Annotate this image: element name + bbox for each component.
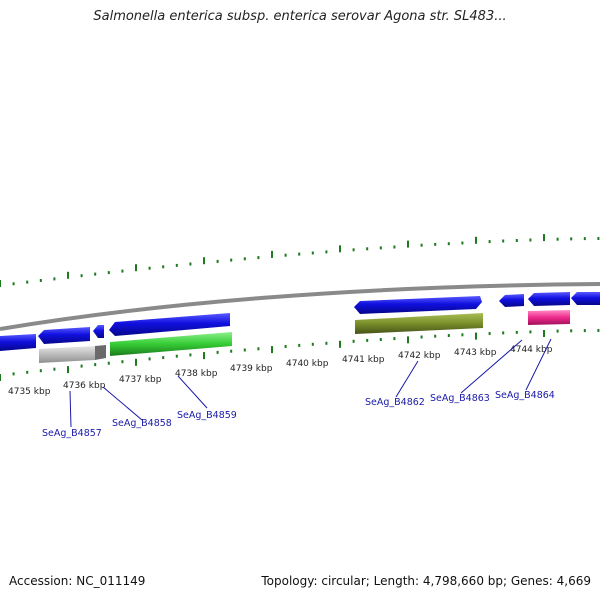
gene-label-SeAg_B4864[interactable]: SeAg_B4864	[495, 390, 555, 401]
cds-arrow[interactable]	[354, 296, 482, 314]
kbp-label: 4739 kbp	[230, 364, 273, 374]
cds-arrow[interactable]	[499, 294, 524, 307]
gene-label-SeAg_B4857[interactable]: SeAg_B4857	[42, 428, 102, 439]
leader-line	[460, 339, 523, 394]
gene-label-SeAg_B4863[interactable]: SeAg_B4863	[430, 393, 490, 404]
kbp-label: 4741 kbp	[342, 355, 385, 365]
gene-label-SeAg_B4858[interactable]: SeAg_B4858	[112, 418, 172, 429]
cds-arrow[interactable]	[38, 327, 90, 344]
gene-label-leaders	[69, 338, 552, 428]
gene-label-SeAg_B4862[interactable]: SeAg_B4862	[365, 397, 425, 408]
cds-arrow[interactable]	[571, 292, 600, 305]
leader-line	[395, 360, 419, 398]
leader-line	[525, 338, 552, 391]
genome-backbone	[0, 282, 600, 331]
kbp-label: 4742 kbp	[398, 351, 441, 361]
gene-SeAg_B4864[interactable]	[528, 310, 570, 325]
kbp-scale: 4735 kbp 4736 kbp 4737 kbp 4738 kbp 4739…	[8, 345, 553, 397]
leader-line	[177, 375, 208, 409]
gene-SeAg_B4859[interactable]	[110, 332, 232, 356]
gene-SeAg_B4857[interactable]	[39, 346, 95, 363]
accession-text: Accession: NC_011149	[9, 574, 146, 588]
outer-tick-track	[0, 234, 600, 287]
kbp-label: 4737 kbp	[119, 375, 162, 385]
cds-arrow[interactable]	[0, 334, 36, 351]
gene-SeAg_B4862[interactable]	[355, 313, 483, 334]
cds-arrow[interactable]	[93, 325, 104, 338]
gene-labels: SeAg_B4857 SeAg_B4858 SeAg_B4859 SeAg_B4…	[42, 390, 555, 439]
kbp-label: 4744 kbp	[510, 345, 553, 355]
kbp-label: 4736 kbp	[63, 381, 106, 391]
kbp-label: 4738 kbp	[175, 369, 218, 379]
cds-arrow[interactable]	[528, 292, 570, 306]
inner-tick-track	[0, 329, 600, 381]
cds-arrow[interactable]	[109, 313, 230, 336]
cds-track	[0, 292, 600, 351]
kbp-label: 4740 kbp	[286, 359, 329, 369]
genome-title: Salmonella enterica subsp. enterica sero…	[93, 9, 507, 24]
leader-line	[102, 386, 143, 421]
gene-SeAg_B4857-cap[interactable]	[95, 345, 106, 360]
feature-track	[39, 310, 570, 363]
kbp-label: 4743 kbp	[454, 348, 497, 358]
leader-line	[69, 390, 72, 428]
gene-label-SeAg_B4859[interactable]: SeAg_B4859	[177, 410, 237, 421]
kbp-label: 4735 kbp	[8, 387, 51, 397]
genome-summary-text: Topology: circular; Length: 4,798,660 bp…	[261, 574, 591, 588]
